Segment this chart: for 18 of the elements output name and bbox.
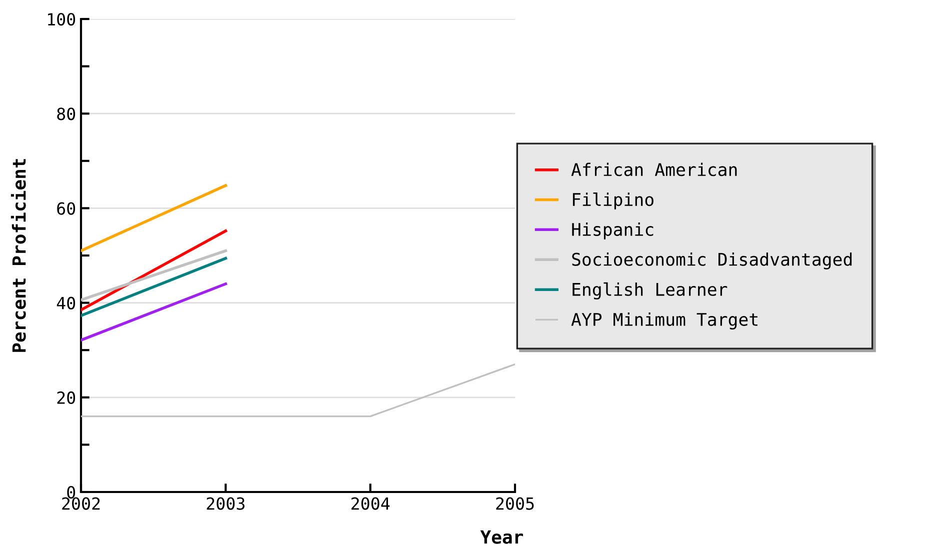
x-tick-label: 2004 <box>352 497 390 510</box>
y-tick-label: 80 <box>57 108 76 120</box>
y-tick-label: 60 <box>57 202 76 215</box>
y-tick-label: 100 <box>48 13 76 26</box>
legend-label: AYP Minimum Target <box>571 312 758 330</box>
y-axis-title: Percent Proficient <box>10 159 26 352</box>
legend-label: English Learner <box>572 282 728 300</box>
legend-label: Filipino <box>572 192 654 210</box>
x-tick-label: 2002 <box>62 497 100 510</box>
y-tick-label: 20 <box>57 391 76 404</box>
y-tick-label: 0 <box>67 486 76 499</box>
legend-label: Socioeconomic Disadvantaged <box>572 252 852 270</box>
x-axis-title: Year <box>480 530 523 544</box>
legend-label: Hispanic <box>572 222 654 240</box>
x-tick-label: 2003 <box>206 497 244 510</box>
legend-label: African American <box>571 162 737 176</box>
x-tick-label: 2005 <box>496 497 534 510</box>
y-tick-label: 40 <box>56 296 76 310</box>
